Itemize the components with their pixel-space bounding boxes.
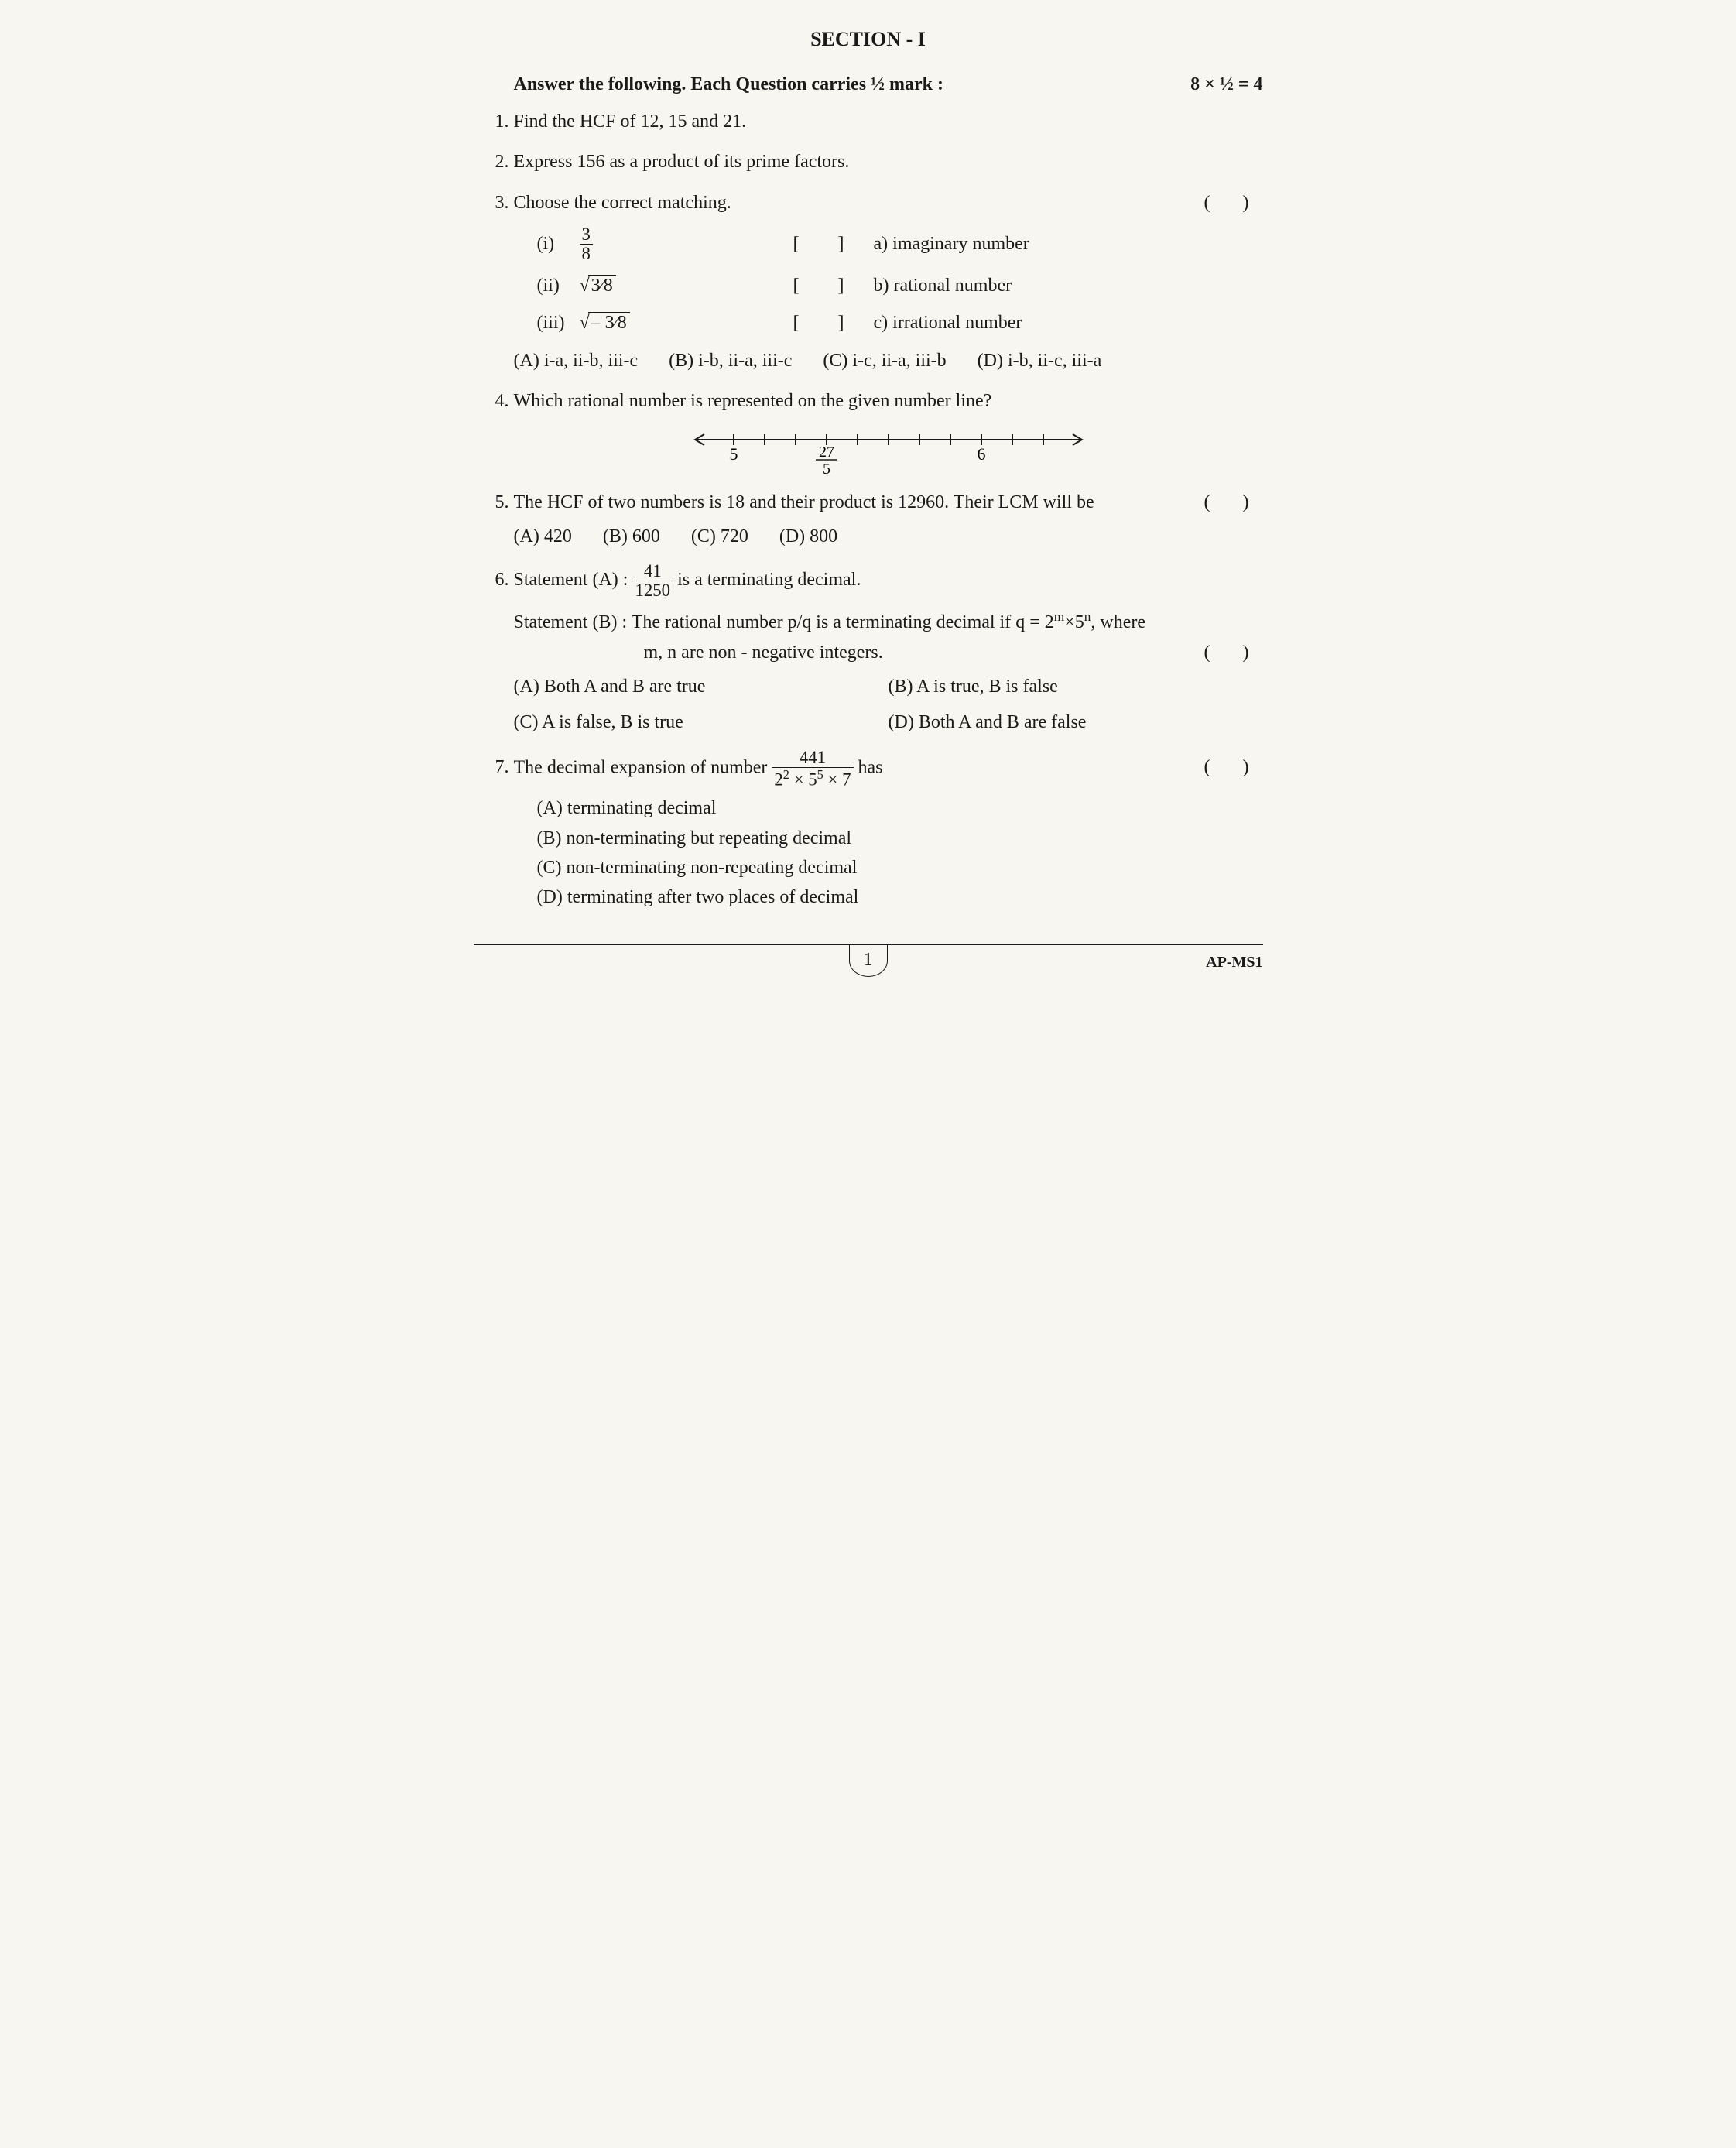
answer-blank: ( ) — [1204, 752, 1263, 782]
q3-i-label: (i) — [537, 229, 580, 259]
question-6: Statement (A) : 411250 is a terminating … — [514, 562, 1263, 737]
bracket-blank: [ ] — [781, 271, 874, 300]
frac-num: 41 — [632, 562, 673, 581]
q3-stem: Choose the correct matching. — [514, 188, 1189, 218]
q3-item-iii: (iii) – 3⁄8 [ ] c) irrational number — [537, 308, 1263, 337]
den-part: × 7 — [823, 769, 851, 789]
q5-opt-c: (C) 720 — [691, 522, 748, 551]
q6-b-line2: m, n are non - negative integers. — [644, 638, 1189, 667]
footer-code: AP-MS1 — [1206, 950, 1262, 975]
q7-opt-c: (C) non-terminating non-repeating decima… — [537, 853, 1263, 882]
q3-match-a: a) imaginary number — [874, 229, 1263, 259]
q3-iii-label: (iii) — [537, 308, 580, 337]
q3-opt-d: (D) i-b, ii-c, iii-a — [978, 346, 1102, 375]
q6-b-mid: ×5 — [1064, 612, 1084, 632]
q3-opt-c: (C) i-c, ii-a, iii-b — [823, 346, 946, 375]
q6-b-post: , where — [1091, 612, 1145, 632]
q3-i-expr: 38 — [580, 225, 781, 263]
page-number: 1 — [849, 945, 888, 977]
answer-blank: ( ) — [1204, 188, 1263, 218]
q2-text: Express 156 as a product of its prime fa… — [514, 152, 850, 172]
number-line-diagram: 56275 — [687, 423, 1090, 477]
q4-stem: Which rational number is represented on … — [514, 391, 992, 411]
answer-blank: ( ) — [1204, 488, 1263, 517]
marks-total: 8 × ½ = 4 — [1190, 70, 1262, 99]
q6-opt-a: (A) Both A and B are true — [514, 672, 889, 701]
section-title: SECTION - I — [474, 23, 1263, 56]
q6-b-text: Statement (B) : The rational number p/q … — [514, 612, 1054, 632]
bracket-blank: [ ] — [781, 308, 874, 337]
sqrt-den: 8 — [618, 313, 627, 333]
q3-iii-expr: – 3⁄8 — [580, 308, 781, 337]
frac-den: 22 × 55 × 7 — [772, 768, 853, 790]
q7-opt-d: (D) terminating after two places of deci… — [537, 882, 1263, 912]
question-list: Find the HCF of 12, 15 and 21. Express 1… — [474, 107, 1263, 913]
question-4: Which rational number is represented on … — [514, 386, 1263, 476]
q6-statement-b: Statement (B) : The rational number p/q … — [514, 606, 1263, 637]
instruction-text: Answer the following. Each Question carr… — [514, 70, 944, 99]
q6-options: (A) Both A and B are true (B) A is true,… — [514, 672, 1263, 738]
q3-options: (A) i-a, ii-b, iii-c (B) i-b, ii-a, iii-… — [514, 346, 1263, 375]
q7-options: (A) terminating decimal (B) non-terminat… — [537, 793, 1263, 913]
q6-statement-a: Statement (A) : 411250 is a terminating … — [514, 562, 1263, 600]
svg-text:5: 5 — [729, 444, 738, 464]
question-1: Find the HCF of 12, 15 and 21. — [514, 107, 1263, 136]
q5-opt-a: (A) 420 — [514, 522, 572, 551]
q6-a-post: is a terminating decimal. — [677, 570, 861, 590]
sqrt-num: 3 — [591, 276, 601, 296]
q3-matching-block: (i) 38 [ ] a) imaginary number (ii) 3⁄8 … — [537, 225, 1263, 338]
sqrt-den: 8 — [604, 276, 613, 296]
q7-opt-a: (A) terminating decimal — [537, 793, 1263, 823]
frac-den: 1250 — [632, 581, 673, 600]
q6-opt-d: (D) Both A and B are false — [889, 707, 1263, 737]
sqrt-num: 3 — [605, 313, 615, 333]
sup-m: m — [1054, 609, 1064, 624]
svg-text:27: 27 — [819, 444, 834, 461]
question-7: The decimal expansion of number 441 22 ×… — [514, 749, 1263, 913]
svg-text:6: 6 — [977, 444, 985, 464]
q3-ii-expr: 3⁄8 — [580, 271, 781, 300]
q5-stem: The HCF of two numbers is 18 and their p… — [514, 488, 1189, 517]
q3-match-b: b) rational number — [874, 271, 1263, 300]
den-sup: 2 — [783, 767, 789, 782]
frac-den: 8 — [580, 245, 593, 263]
question-3: Choose the correct matching. ( ) (i) 38 … — [514, 188, 1263, 375]
q7-post: has — [858, 757, 883, 777]
den-part: × 5 — [789, 769, 817, 789]
q6-opt-c: (C) A is false, B is true — [514, 707, 889, 737]
question-5: The HCF of two numbers is 18 and their p… — [514, 488, 1263, 552]
den-sup: 5 — [817, 767, 823, 782]
page-footer: 1 AP-MS1 — [474, 944, 1263, 977]
q3-ii-label: (ii) — [537, 271, 580, 300]
svg-text:5: 5 — [823, 461, 830, 477]
q5-opt-b: (B) 600 — [603, 522, 660, 551]
q3-item-i: (i) 38 [ ] a) imaginary number — [537, 225, 1263, 263]
bracket-blank: [ ] — [781, 229, 874, 259]
q7-pre: The decimal expansion of number — [514, 757, 772, 777]
q5-opt-d: (D) 800 — [779, 522, 837, 551]
den-part: 2 — [774, 769, 782, 789]
q3-opt-b: (B) i-b, ii-a, iii-c — [669, 346, 792, 375]
answer-blank: ( ) — [1204, 638, 1263, 667]
q5-options: (A) 420 (B) 600 (C) 720 (D) 800 — [514, 522, 1263, 551]
frac-num: 3 — [580, 225, 593, 245]
q3-item-ii: (ii) 3⁄8 [ ] b) rational number — [537, 271, 1263, 300]
q1-text: Find the HCF of 12, 15 and 21. — [514, 111, 747, 132]
instruction-row: Answer the following. Each Question carr… — [474, 70, 1263, 99]
frac-num: 441 — [772, 749, 853, 768]
q7-stem: The decimal expansion of number 441 22 ×… — [514, 749, 1189, 789]
q7-opt-b: (B) non-terminating but repeating decima… — [537, 824, 1263, 853]
q3-opt-a: (A) i-a, ii-b, iii-c — [514, 346, 639, 375]
q6-a-pre: Statement (A) : — [514, 570, 633, 590]
q3-match-c: c) irrational number — [874, 308, 1263, 337]
q6-opt-b: (B) A is true, B is false — [889, 672, 1263, 701]
question-2: Express 156 as a product of its prime fa… — [514, 147, 1263, 176]
